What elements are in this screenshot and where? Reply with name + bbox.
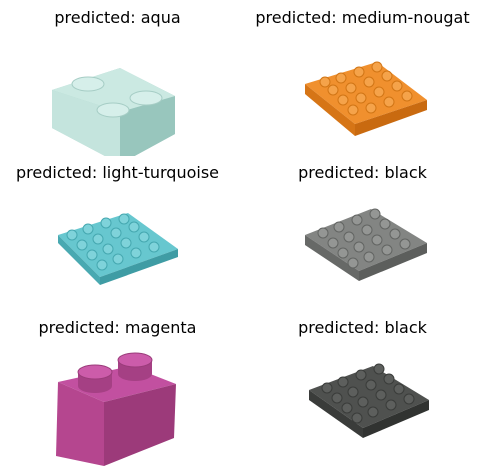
dark-plate-illustration xyxy=(309,363,429,438)
image-panel-5: predicted: magenta xyxy=(0,318,235,468)
magenta-brick-illustration xyxy=(56,352,176,466)
image-panel-6: predicted: black xyxy=(245,318,480,468)
lego-plate-image xyxy=(0,193,235,311)
image-panel-2: predicted: medium-nougat xyxy=(245,8,480,158)
orange-plate-illustration xyxy=(305,61,427,136)
aqua-corner-brick-illustration xyxy=(52,68,175,156)
lego-brick-image xyxy=(0,38,235,156)
image-panel-3: predicted: light-turquoise xyxy=(0,163,235,313)
panel-title: predicted: black xyxy=(298,318,427,337)
panel-title: predicted: black xyxy=(298,163,427,182)
lego-plate-image xyxy=(245,193,480,311)
lego-plate-image xyxy=(245,348,480,466)
panel-title: predicted: medium-nougat xyxy=(255,8,470,27)
panel-title: predicted: light-turquoise xyxy=(15,163,220,182)
gray-plate-illustration xyxy=(305,208,427,281)
lego-plate-image xyxy=(245,38,480,156)
turquoise-plate-illustration xyxy=(58,213,178,285)
panel-title: predicted: aqua xyxy=(54,8,181,27)
lego-brick-image xyxy=(0,348,235,466)
panel-title: predicted: magenta xyxy=(38,318,197,337)
image-panel-1: predicted: aqua xyxy=(0,8,235,158)
image-panel-4: predicted: black xyxy=(245,163,480,313)
